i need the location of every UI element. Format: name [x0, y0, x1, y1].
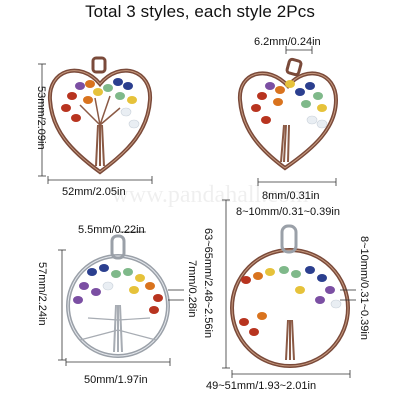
- watermark: www.pandahall.com: [111, 182, 309, 208]
- round-copper-loop-label: 8~10mm/0.31~0.39in: [236, 206, 340, 218]
- heart-pendant-2: [237, 46, 339, 186]
- heart-pendant-1: [38, 56, 153, 184]
- round-silver-width-label: 50mm/1.97in: [84, 374, 148, 386]
- round-pendant-silver: [58, 231, 184, 366]
- round-silver-height-label: 57mm/2.24in: [36, 262, 48, 326]
- heart-2-loop-label: 6.2mm/0.24in: [254, 36, 321, 48]
- round-copper-height-label: 63~65mm/2.48~2.56in: [202, 228, 214, 339]
- page-title: Total 3 styles, each style 2Pcs: [85, 2, 315, 21]
- round-silver-thickness-label: 7mm/0.28in: [186, 260, 198, 318]
- round-copper-width-label: 49~51mm/1.93~2.01in: [206, 380, 317, 392]
- round-silver-loop-label: 5.5mm/0.22in: [78, 224, 145, 236]
- heart-1-height-label: 53mm/2.09in: [35, 86, 47, 150]
- heart-2-thickness-label: 8mm/0.31in: [262, 190, 320, 202]
- round-pendant-copper: [222, 199, 356, 378]
- heart-1-width-label: 52mm/2.05in: [62, 186, 126, 198]
- round-copper-thickness-label: 8~10mm/0.31~0.39in: [358, 236, 370, 340]
